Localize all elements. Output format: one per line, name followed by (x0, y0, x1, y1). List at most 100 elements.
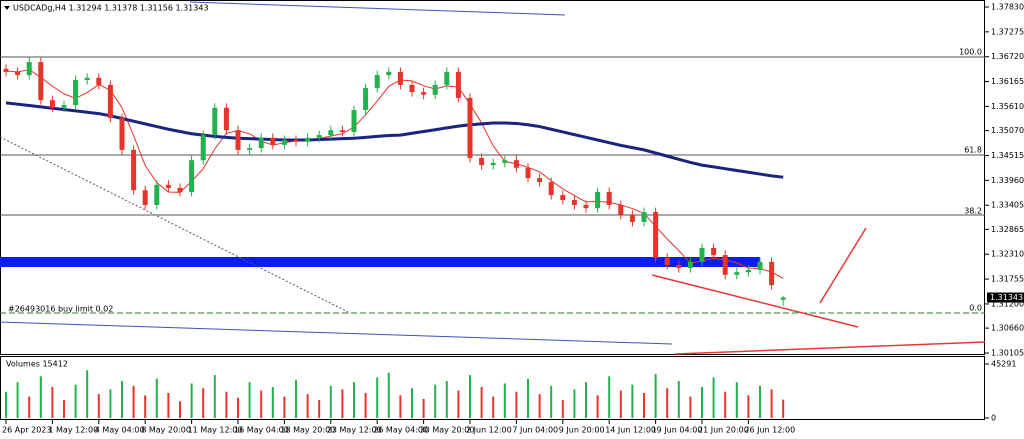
trend-line (189, 1, 566, 16)
x-tick-label: 26 May 04:00 (373, 426, 428, 435)
candle-body (560, 195, 566, 201)
candle-body (537, 178, 543, 183)
candle-body (351, 110, 357, 132)
candle-body (119, 118, 125, 150)
x-tick-label: 9 Jun 20:00 (559, 426, 605, 435)
candle-body (84, 77, 90, 80)
candle-body (629, 214, 635, 222)
y-tick-label: 1.30105 (991, 348, 1024, 357)
candle-body (606, 191, 612, 205)
x-tick-label: 14 Jun 12:00 (605, 426, 656, 435)
candle-body (3, 68, 9, 72)
trend-line (819, 227, 867, 304)
candle-body (409, 84, 415, 93)
candle-body (780, 297, 786, 300)
y-tick-label: 1.33960 (991, 176, 1024, 185)
candle-body (26, 62, 32, 76)
candle-body (386, 71, 392, 76)
candle-body (258, 137, 264, 149)
candle-body (513, 160, 519, 168)
candle-body (769, 261, 775, 286)
x-tick-label: 4 May 04:00 (95, 426, 145, 435)
y-tick-label: 1.30660 (991, 324, 1024, 333)
y-tick-label: 1.36720 (991, 52, 1024, 61)
x-tick-label: 19 Jun 04:00 (652, 426, 703, 435)
candle-body (61, 105, 67, 108)
candle-body (73, 79, 79, 106)
candle-body (421, 92, 427, 95)
candle-body (107, 84, 113, 119)
candle-body (479, 157, 485, 166)
candle-body (502, 160, 508, 163)
candle-body (548, 182, 554, 196)
price-panel (0, 0, 985, 355)
candle-body (490, 162, 496, 166)
y-tick-label: 1.32865 (991, 225, 1024, 234)
candle-body (734, 272, 740, 275)
y-tick-label: 1.33405 (991, 201, 1024, 210)
candle-body (641, 212, 647, 222)
candle-body (316, 135, 322, 138)
candle-body (270, 137, 276, 145)
candle-body (432, 84, 438, 95)
candle-body (583, 204, 589, 209)
candle-body (363, 88, 369, 111)
x-tick-label: 23 May 12:00 (327, 426, 382, 435)
x-tick-label: 7 Jun 04:00 (512, 426, 558, 435)
y-tick-label: 1.35610 (991, 102, 1024, 111)
candle-body (131, 149, 137, 191)
candle-body (757, 261, 763, 270)
candle-body (699, 247, 705, 262)
y-tick-label: 1.37830 (991, 2, 1024, 11)
candle-body (525, 167, 531, 179)
y-tick-label: 1.34515 (991, 151, 1024, 160)
candle-body (177, 187, 183, 192)
x-tick-label: 18 May 20:00 (280, 426, 335, 435)
dropdown-icon[interactable] (4, 6, 10, 10)
candle-body (711, 247, 717, 256)
fib-label: 100.0 (959, 48, 982, 57)
x-tick-label: 26 Jun 12:00 (744, 426, 795, 435)
candle-body (328, 130, 334, 136)
candle-body (235, 130, 241, 150)
candle-body (281, 140, 287, 145)
last-price-label: 1.31343 (990, 293, 1023, 302)
candle-body (397, 71, 403, 85)
y-tick-label: 1.32310 (991, 250, 1024, 259)
candle-body (664, 257, 670, 265)
last-price-box (987, 292, 1024, 303)
candle-body (38, 62, 44, 101)
candle-body (49, 100, 55, 108)
trend-line (0, 321, 673, 345)
x-tick-label: 1 May 12:00 (48, 426, 98, 435)
volume-tick-label: 45291 (991, 360, 1016, 369)
candle-body (293, 140, 299, 142)
candle-body (687, 261, 693, 269)
support-zone (0, 257, 760, 267)
candle-body (722, 255, 728, 275)
order-label: #26493016 buy limit 0.02 (8, 305, 113, 314)
candle-body (676, 264, 682, 269)
candle-body (212, 107, 218, 136)
x-tick-label: 2 Jun 12:00 (466, 426, 512, 435)
candle-body (444, 71, 450, 85)
volume-panel (0, 356, 985, 420)
candle-body (96, 77, 102, 85)
fib-label: 38.2 (964, 207, 982, 216)
candle-body (618, 204, 624, 215)
x-tick-label: 11 May 12:00 (188, 426, 243, 435)
candle-body (142, 190, 148, 205)
y-tick-label: 1.37275 (991, 27, 1024, 36)
candle-body (374, 75, 380, 89)
volume-tick-label: 0 (991, 414, 996, 423)
candle-body (223, 107, 229, 131)
x-tick-label: 30 May 20:00 (420, 426, 475, 435)
y-tick-label: 1.31755 (991, 275, 1024, 284)
x-tick-label: 16 May 04:00 (234, 426, 289, 435)
moving-average (5, 101, 784, 179)
candle-body (455, 71, 461, 98)
candle-body (154, 184, 160, 205)
candle-body (165, 184, 171, 188)
